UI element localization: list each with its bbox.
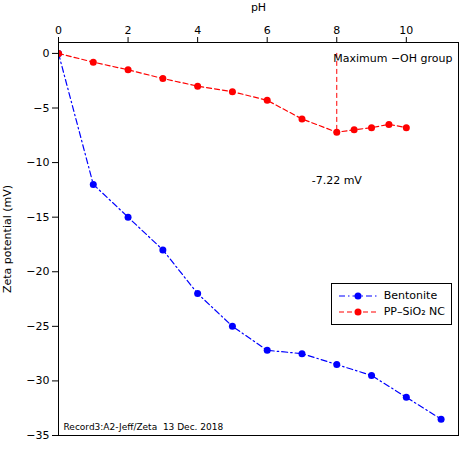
- svg-text:−10: −10: [26, 156, 49, 169]
- svg-text:6: 6: [264, 24, 271, 37]
- svg-text:2: 2: [125, 24, 132, 37]
- svg-text:Record3:A2-Jeff/Zeta 13 Dec.: Record3:A2-Jeff/Zeta 13 Dec. 2018: [64, 422, 224, 432]
- svg-text:Zeta potential (mV): Zeta potential (mV): [1, 185, 14, 293]
- svg-text:0: 0: [43, 47, 50, 60]
- svg-text:−30: −30: [26, 374, 49, 387]
- svg-text:−35: −35: [26, 429, 49, 442]
- svg-text:−15: −15: [26, 211, 49, 224]
- html-text:PP–SiO₂ NC: PP–SiO₂ NC: [383, 305, 445, 318]
- svg-text:8: 8: [333, 24, 340, 37]
- svg-text:-7.22 mV: -7.22 mV: [312, 174, 363, 187]
- svg-text:pH: pH: [251, 1, 266, 14]
- svg-text:0: 0: [55, 24, 62, 37]
- svg-text:−25: −25: [26, 320, 49, 333]
- svg-text:−5: −5: [33, 102, 49, 115]
- html-text:Bentonite: Bentonite: [383, 289, 438, 302]
- svg-text:Maximum −OH group: Maximum −OH group: [333, 52, 452, 65]
- svg-text:10: 10: [399, 24, 413, 37]
- svg-text:4: 4: [194, 24, 201, 37]
- svg-text:−20: −20: [26, 265, 49, 278]
